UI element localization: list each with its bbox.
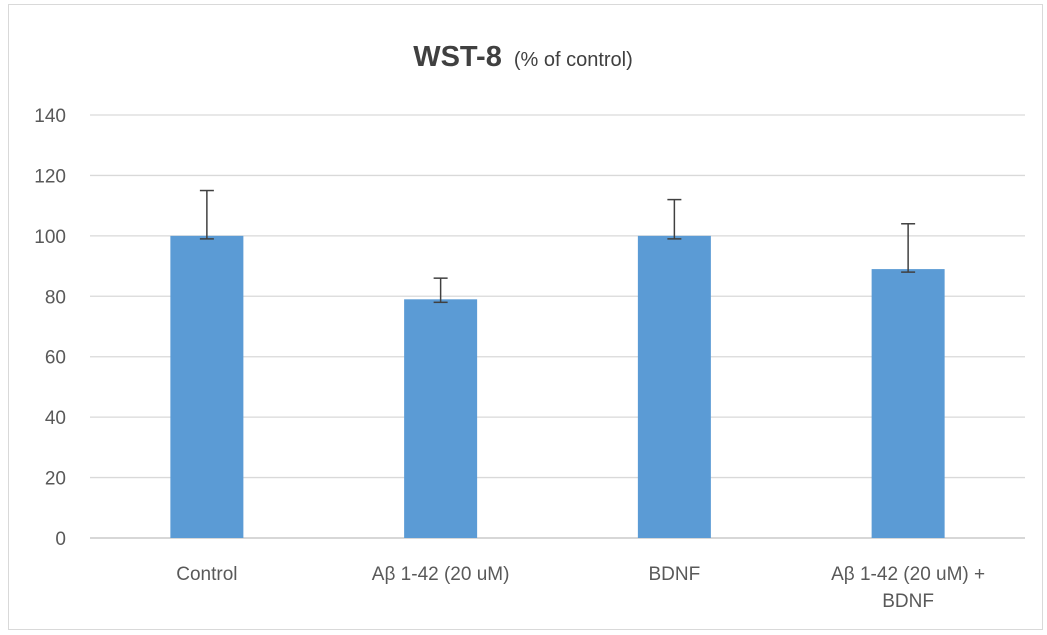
category-label-3: BDNF	[649, 564, 701, 585]
error-bar-2	[433, 277, 448, 304]
bar-4	[871, 269, 945, 538]
bar-1	[170, 235, 244, 538]
error-bar-3	[667, 198, 682, 240]
error-bar-4	[901, 223, 916, 273]
bars	[170, 235, 945, 538]
y-tick-label-60: 60	[45, 348, 66, 369]
y-tick-label-100: 100	[34, 227, 66, 248]
y-tick-label-40: 40	[45, 408, 66, 429]
y-tick-label-80: 80	[45, 287, 66, 308]
category-label-2: Aβ 1-42 (20 uM)	[372, 564, 510, 585]
x-axis-labels: Control Aβ 1-42 (20 uM) BDNF Aβ 1-42 (20 uM…	[176, 564, 985, 612]
category-label-4: Aβ 1-42 (20 uM) + BDNF	[831, 564, 985, 612]
category-label-1: Control	[176, 564, 237, 585]
bar-3	[637, 235, 711, 538]
y-tick-label-140: 140	[34, 106, 66, 127]
chart-title-subtitle: (% of control)	[514, 49, 633, 71]
error-bar-1	[199, 189, 214, 240]
y-tick-label-120: 120	[34, 166, 66, 187]
gridlines	[90, 114, 1025, 539]
y-tick-label-20: 20	[45, 469, 66, 490]
bar-2	[404, 299, 478, 538]
chart-title-main: WST-8	[413, 41, 502, 73]
chart-title: WST-8 (% of control)	[413, 41, 633, 73]
y-tick-label-0: 0	[55, 529, 66, 550]
error-bars	[199, 189, 916, 304]
y-axis-ticks: 0 20 40 60 80 100 120 140	[34, 106, 66, 550]
